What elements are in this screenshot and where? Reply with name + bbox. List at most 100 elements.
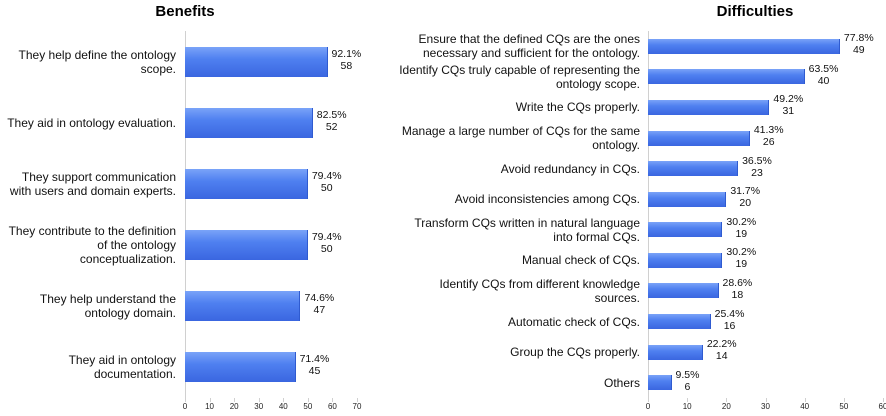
value-label: 82.5% 52 — [317, 109, 347, 133]
percent-label: 71.4% — [299, 353, 330, 366]
category-label: Identify CQs truly capable of representi… — [399, 62, 640, 91]
count-label: 45 — [308, 365, 321, 378]
count-label: 18 — [731, 288, 744, 301]
percent-label: 31.7% — [730, 185, 761, 198]
x-tick-label: 20 — [721, 402, 731, 411]
value-label: 36.5% 23 — [742, 155, 772, 179]
value-label: 41.3% 26 — [754, 124, 784, 148]
percent-label: 41.3% — [753, 124, 784, 137]
bar — [185, 230, 308, 261]
category-label: Manual check of CQs. — [521, 253, 640, 268]
value-label: 92.1% 58 — [332, 48, 362, 72]
value-label: 49.2% 31 — [773, 93, 803, 117]
tick-mark — [185, 398, 186, 402]
bar — [648, 283, 719, 299]
tick-mark — [307, 398, 309, 402]
bar — [648, 130, 750, 146]
count-label: 6 — [684, 380, 691, 393]
count-label: 58 — [340, 59, 353, 72]
x-tick-label: 40 — [278, 402, 288, 411]
x-tick-label: 60 — [878, 402, 886, 411]
tick-mark — [258, 398, 260, 402]
x-tick-label: 70 — [352, 402, 362, 411]
count-label: 26 — [762, 136, 775, 149]
value-label: 22.2% 14 — [707, 338, 737, 362]
count-label: 14 — [715, 350, 728, 363]
value-label: 74.6% 47 — [304, 292, 334, 316]
category-label: Others — [603, 375, 640, 390]
category-label: They contribute to the definition of the… — [8, 224, 176, 267]
x-tick-label: 50 — [839, 402, 849, 411]
percent-label: 9.5% — [675, 368, 700, 381]
x-tick-label: 20 — [229, 402, 239, 411]
value-label: 25.4% 16 — [715, 308, 745, 332]
bar — [648, 191, 727, 207]
value-label: 79.4% 50 — [312, 170, 342, 194]
percent-label: 49.2% — [773, 93, 804, 106]
category-label: They help understand the ontology domain… — [39, 292, 176, 321]
category-label: Identify CQs from different knowledge so… — [439, 276, 640, 305]
tick-mark — [804, 398, 806, 402]
percent-label: 77.8% — [843, 32, 874, 45]
count-label: 19 — [735, 227, 748, 240]
percent-label: 30.2% — [726, 246, 757, 259]
bar — [185, 107, 313, 138]
bar — [648, 222, 723, 238]
value-label: 79.4% 50 — [312, 231, 342, 255]
category-label: Ensure that the defined CQs are the ones… — [418, 32, 640, 61]
value-label: 28.6% 18 — [723, 277, 753, 301]
bar — [648, 252, 723, 268]
percent-label: 74.6% — [304, 292, 335, 305]
count-label: 49 — [852, 44, 865, 57]
percent-label: 79.4% — [311, 231, 342, 244]
percent-label: 36.5% — [742, 154, 772, 167]
count-label: 20 — [739, 197, 752, 210]
bar — [185, 291, 301, 322]
tick-mark — [726, 398, 728, 402]
count-label: 19 — [735, 258, 748, 271]
category-label: They aid in ontology evaluation. — [7, 115, 176, 130]
count-label: 16 — [723, 319, 736, 332]
count-label: 40 — [817, 74, 830, 87]
value-label: 9.5% 6 — [676, 369, 700, 393]
bar — [648, 344, 703, 360]
count-label: 47 — [313, 304, 326, 317]
category-label: Write the CQs properly. — [515, 100, 640, 115]
percent-label: 22.2% — [706, 338, 737, 351]
x-tick-label: 60 — [327, 402, 337, 411]
axis-line — [185, 31, 186, 398]
bar — [185, 46, 328, 77]
tick-mark — [648, 398, 649, 402]
count-label: 50 — [320, 181, 333, 194]
category-label: Avoid inconsistencies among CQs. — [454, 192, 640, 207]
category-label: Avoid redundancy in CQs. — [500, 161, 640, 176]
count-label: 31 — [782, 105, 795, 118]
value-label: 77.8% 49 — [844, 32, 874, 56]
tick-mark — [765, 398, 767, 402]
count-label: 23 — [751, 166, 763, 179]
value-label: 71.4% 45 — [300, 353, 330, 377]
x-tick-label: 10 — [205, 402, 215, 411]
category-label: Automatic check of CQs. — [507, 314, 640, 329]
x-tick-label: 40 — [800, 402, 810, 411]
x-tick-label: 30 — [254, 402, 264, 411]
tick-mark — [687, 398, 689, 402]
bar — [648, 69, 805, 85]
value-label: 31.7% 20 — [730, 185, 760, 209]
tick-mark — [283, 398, 285, 402]
percent-label: 82.5% — [316, 108, 347, 121]
value-label: 30.2% 19 — [726, 216, 756, 240]
percent-label: 30.2% — [726, 215, 757, 228]
category-label: Manage a large number of CQs for the sam… — [401, 124, 640, 153]
bar — [648, 38, 840, 54]
percent-label: 79.4% — [311, 169, 342, 182]
category-label: They support communication with users an… — [9, 169, 176, 198]
count-label: 50 — [320, 243, 333, 256]
percent-label: 25.4% — [714, 307, 745, 320]
category-label: Group the CQs properly. — [510, 345, 640, 360]
x-tick-label: 10 — [682, 402, 692, 411]
bar — [185, 168, 308, 199]
x-tick-label: 0 — [182, 402, 188, 411]
percent-label: 92.1% — [331, 47, 362, 60]
x-tick-label: 30 — [761, 402, 770, 411]
